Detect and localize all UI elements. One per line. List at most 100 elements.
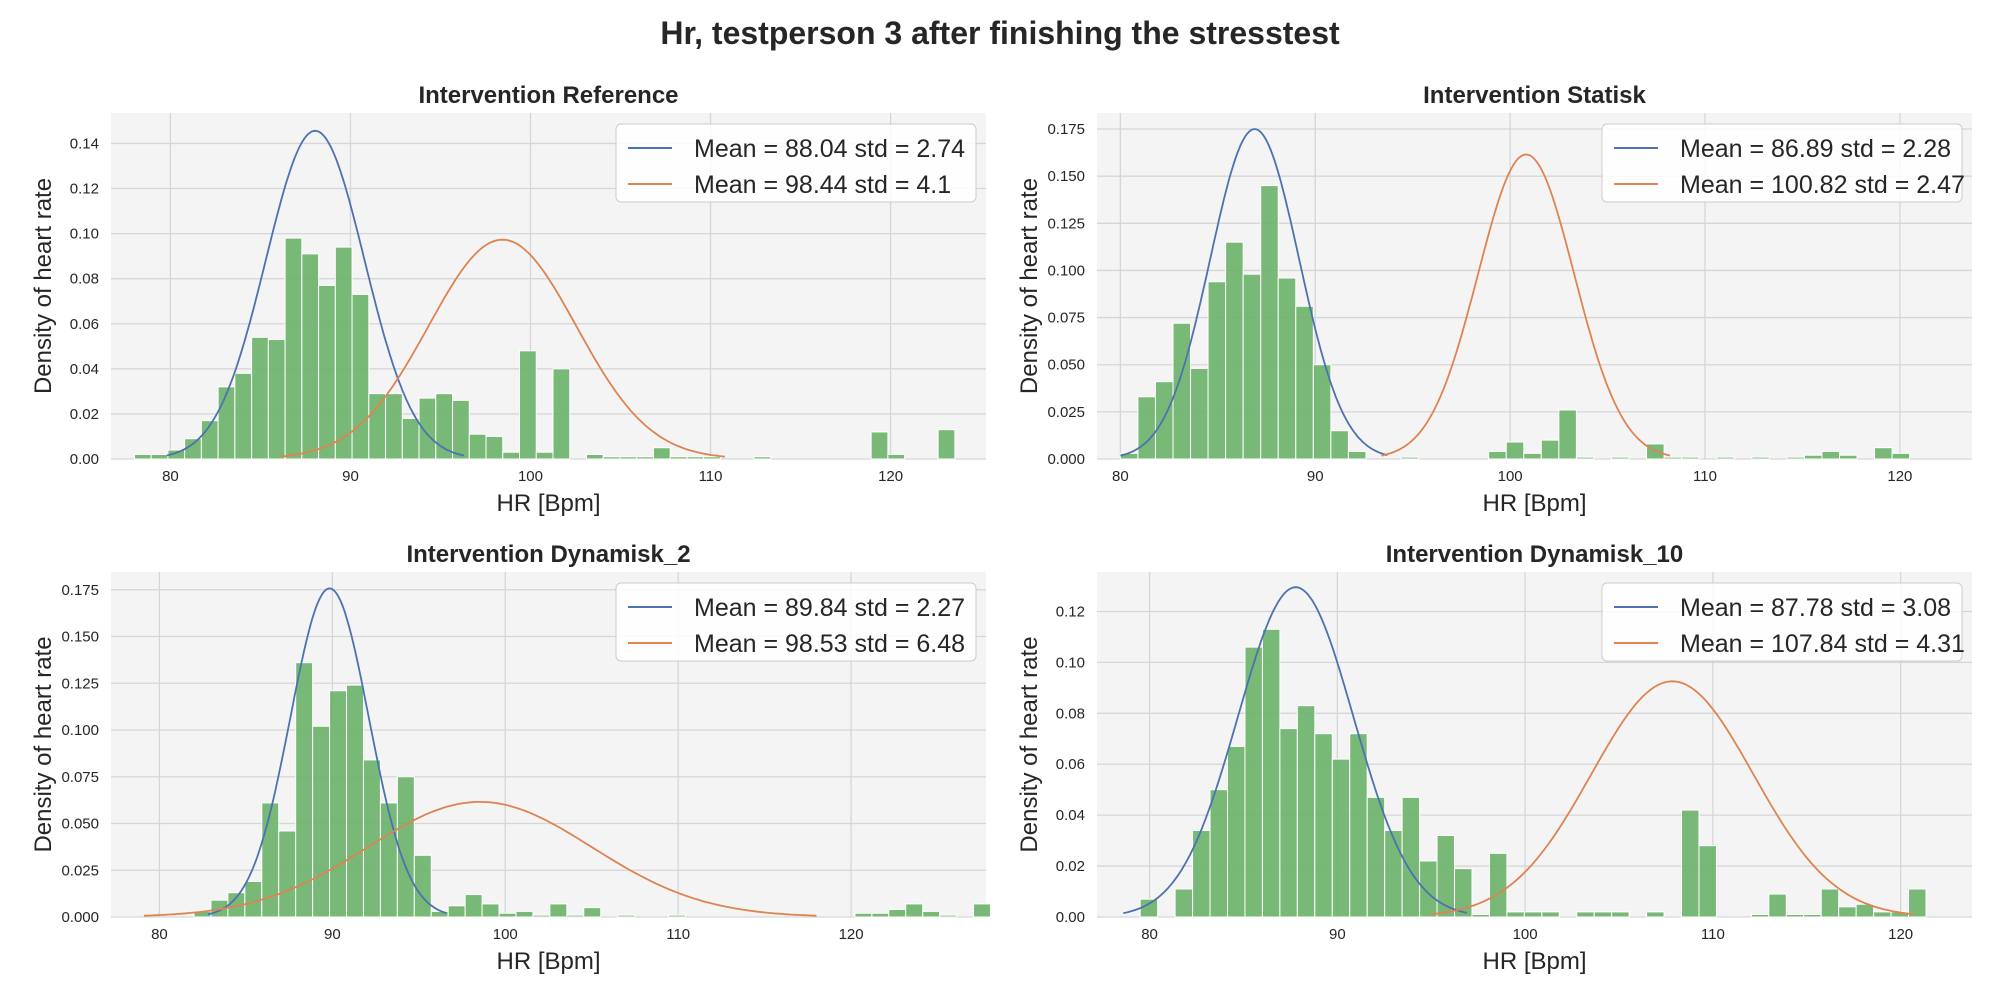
- y-tick-label: 0.100: [1047, 262, 1085, 279]
- y-tick-label: 0.04: [1056, 807, 1085, 824]
- histogram-bar: [1242, 273, 1262, 460]
- histogram-bar: [1244, 646, 1263, 918]
- histogram-bar: [133, 453, 152, 460]
- y-tick-label: 0.025: [61, 862, 99, 879]
- histogram-bar: [1820, 888, 1840, 918]
- histogram-bar: [1821, 450, 1840, 460]
- legend-box: [615, 123, 977, 203]
- x-tick-label: 120: [839, 926, 864, 943]
- x-axis-label: HR [Bpm]: [1482, 948, 1586, 975]
- y-axis-label: Density of heart rate: [30, 178, 57, 394]
- histogram-bar: [1137, 396, 1156, 460]
- histogram-bar: [1803, 913, 1822, 918]
- histogram-bar: [668, 914, 686, 918]
- histogram-bar: [251, 336, 269, 460]
- y-tick-label: 0.150: [61, 629, 99, 646]
- histogram-bar: [1575, 456, 1595, 460]
- histogram-bar: [566, 914, 585, 918]
- normal-fit-line-2: [1381, 153, 1671, 457]
- histogram-bar: [362, 759, 381, 918]
- y-tick-label: 0.125: [1047, 215, 1085, 232]
- normal-fit-line-2: [1431, 680, 1914, 916]
- y-tick-label: 0.14: [70, 135, 99, 152]
- subplot-2: 80 90 100 110 120 0.000 0.025 0.050 0.075 0.100 0.…: [1016, 82, 1972, 517]
- histogram-bar: [481, 903, 500, 918]
- histogram-bar: [267, 339, 286, 460]
- histogram-bar: [1314, 733, 1333, 918]
- histogram-bar: [1384, 829, 1403, 918]
- histogram-bar: [1540, 439, 1560, 460]
- x-tick-label: 80: [1112, 468, 1129, 485]
- histogram-bar: [1768, 893, 1787, 918]
- histogram-bar: [1891, 452, 1911, 460]
- histogram-bar: [1610, 456, 1630, 460]
- histogram-bar: [1803, 454, 1823, 460]
- legend-label-2: Mean = 107.84 std = 4.31: [1680, 630, 1965, 658]
- x-tick-label: 110: [1693, 468, 1717, 485]
- histogram-bar: [468, 433, 487, 460]
- histogram-bar: [312, 725, 331, 918]
- legend-label-2: Mean = 100.82 std = 2.47: [1680, 171, 1965, 199]
- y-tick-label: 0.00: [70, 451, 99, 468]
- histogram-bar: [870, 431, 889, 460]
- x-tick-label: 90: [1329, 926, 1346, 943]
- histogram-bar: [447, 905, 466, 918]
- histogram-bar: [368, 393, 387, 460]
- histogram-bar: [244, 880, 263, 918]
- subplot-title: Intervention Reference: [418, 82, 678, 109]
- histogram-bar: [585, 453, 604, 460]
- histogram-bar: [617, 914, 636, 918]
- histogram-bar: [1400, 456, 1420, 460]
- subplot-title: Intervention Dynamisk_10: [1386, 541, 1683, 568]
- subplot-3: 80 90 100 110 120 0.000 0.025 0.050 0.075 0.100 0.…: [30, 541, 991, 975]
- legend-box: [1601, 123, 1963, 203]
- y-tick-label: 0.100: [61, 722, 99, 739]
- y-tick-label: 0.075: [61, 769, 99, 786]
- y-tick-label: 0.02: [1056, 858, 1085, 875]
- histogram-bar: [519, 350, 537, 460]
- y-tick-label: 0.050: [61, 816, 99, 833]
- x-tick-label: 80: [151, 926, 168, 943]
- normal-fit-line-1: [166, 129, 465, 457]
- histogram-bar: [413, 854, 432, 918]
- x-axis-label: HR [Bpm]: [496, 948, 600, 975]
- y-tick-label: 0.025: [1047, 404, 1085, 421]
- histogram-bar: [753, 456, 772, 460]
- x-tick-label: 120: [878, 468, 903, 485]
- histogram-bar: [1366, 796, 1386, 918]
- histogram-bar: [502, 451, 521, 460]
- histogram-bar: [1419, 860, 1438, 918]
- histogram-bar: [1681, 809, 1700, 918]
- histogram-bar: [1593, 911, 1613, 918]
- histogram-bar: [1225, 241, 1244, 460]
- histogram-bar: [1663, 456, 1683, 460]
- y-tick-label: 0.125: [61, 675, 99, 692]
- histogram-bar: [583, 907, 602, 918]
- normal-fit-line-1: [1120, 128, 1388, 457]
- histogram-bar: [602, 456, 621, 460]
- normal-fit-line-2: [280, 238, 725, 458]
- y-tick-label: 0.000: [61, 909, 99, 926]
- x-tick-label: 80: [1141, 926, 1158, 943]
- histogram-bar: [1908, 888, 1927, 918]
- histogram-bar: [1646, 911, 1665, 918]
- histogram-bar: [234, 372, 253, 460]
- histogram-bar: [939, 914, 958, 918]
- histogram-bar: [379, 802, 398, 918]
- histogram-bar: [1786, 456, 1805, 460]
- histogram-bar: [535, 451, 554, 460]
- histogram-bar: [1154, 381, 1174, 460]
- histogram-bar: [871, 912, 890, 918]
- y-tick-label: 0.10: [70, 226, 99, 243]
- histogram-bar: [922, 910, 941, 918]
- histogram-bar: [334, 246, 353, 460]
- histogram-bar: [1611, 911, 1630, 918]
- histogram-bar: [464, 894, 483, 918]
- x-tick-label: 90: [324, 926, 341, 943]
- x-tick-label: 90: [1307, 468, 1324, 485]
- histogram-bar: [1279, 728, 1298, 918]
- histogram-bar: [351, 293, 370, 460]
- histogram-bar: [619, 456, 638, 460]
- histogram-bar: [1523, 452, 1542, 460]
- histogram-bar: [401, 417, 420, 460]
